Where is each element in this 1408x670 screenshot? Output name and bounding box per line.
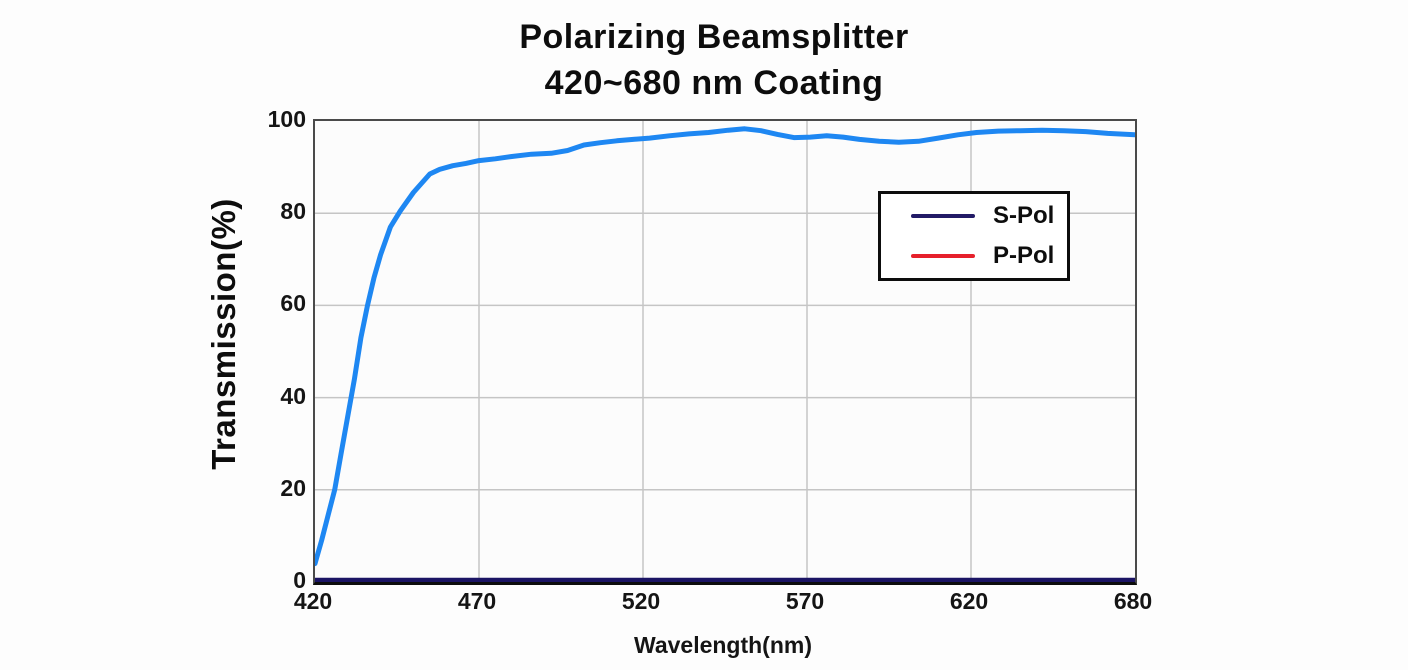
y-tick-label: 100 xyxy=(267,106,306,132)
x-axis-title: Wavelength(nm) xyxy=(633,632,813,658)
y-axis-title: Transmission(%) xyxy=(205,198,242,470)
y-tick-label: 0 xyxy=(293,567,306,593)
y-tick-label: 60 xyxy=(280,290,306,317)
legend: S-Pol P-Pol xyxy=(878,191,1070,281)
legend-swatch-s-pol xyxy=(911,214,975,218)
x-tick-label: 570 xyxy=(785,588,825,614)
legend-label-p-pol: P-Pol xyxy=(993,242,1055,269)
chart-canvas xyxy=(315,121,1135,582)
x-tick-label: 620 xyxy=(949,588,989,614)
legend-entry-s-pol: S-Pol xyxy=(885,202,1067,230)
plot-area: S-Pol P-Pol xyxy=(313,119,1137,585)
x-tick-label: 420 xyxy=(293,588,333,614)
chart-title-line1: Polarizing Beamsplitter xyxy=(519,18,909,56)
chart-title: Polarizing Beamsplitter 420~680 nm Coati… xyxy=(304,14,1124,106)
legend-swatch-p-pol xyxy=(911,254,975,258)
chart-title-line2: 420~680 nm Coating xyxy=(544,64,884,102)
y-tick-label: 80 xyxy=(280,198,306,225)
legend-entry-p-pol: P-Pol xyxy=(885,242,1067,270)
y-tick-label: 20 xyxy=(280,474,306,501)
series-line-p-pol xyxy=(315,126,1135,567)
x-tick-label: 680 xyxy=(1113,588,1153,614)
y-tick-label: 40 xyxy=(280,382,306,409)
x-tick-label: 520 xyxy=(621,588,661,614)
legend-label-s-pol: S-Pol xyxy=(993,202,1055,229)
x-tick-label: 470 xyxy=(457,588,497,614)
